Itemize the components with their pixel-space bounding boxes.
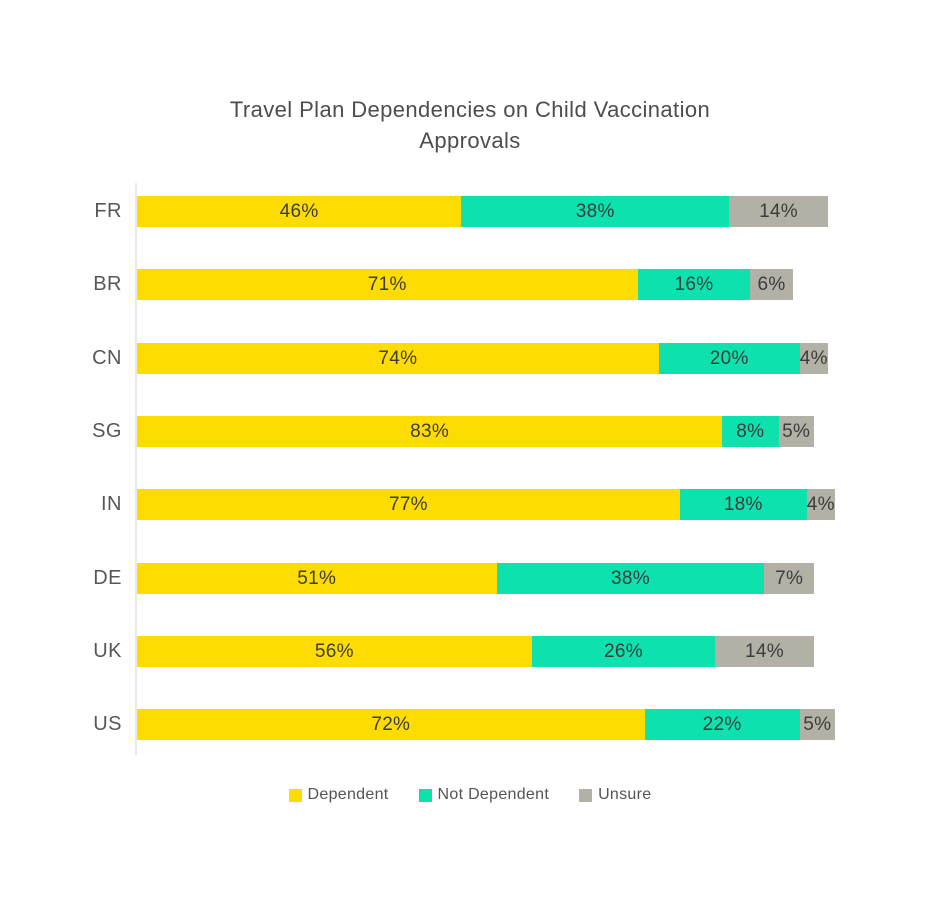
segment-value-label: 38%	[611, 567, 650, 589]
category-label-br: BR	[93, 273, 122, 295]
bar-segment-not-dependent[interactable]: 18%	[679, 489, 807, 520]
segment-value-label: 26%	[603, 640, 643, 662]
category-label-us: US	[93, 713, 122, 735]
legend-item-dependent[interactable]: Dependent	[288, 786, 389, 804]
legend-swatch-icon	[579, 788, 593, 802]
bar-row-us: US 72% 22% 5%	[0, 709, 940, 740]
y-axis-line	[135, 183, 137, 755]
segment-value-label: 77%	[388, 493, 428, 515]
segment-value-label: 16%	[674, 273, 714, 295]
stacked-bar-fr: 46% 38% 14%	[137, 196, 842, 227]
bar-row-uk: UK 56% 26% 14%	[0, 636, 940, 667]
bar-row-fr: FR 46% 38% 14%	[0, 196, 940, 227]
segment-value-label: 71%	[367, 273, 407, 295]
bar-segment-dependent[interactable]: 51%	[137, 563, 497, 594]
chart-title: Travel Plan Dependencies on Child Vaccin…	[229, 97, 711, 153]
segment-value-label: 7%	[775, 567, 804, 589]
bar-segment-dependent[interactable]: 71%	[137, 269, 638, 300]
segment-value-label: 8%	[736, 420, 765, 442]
bar-segment-not-dependent[interactable]: 20%	[658, 343, 800, 374]
bar-segment-not-dependent[interactable]: 8%	[722, 416, 779, 447]
bar-segment-dependent[interactable]: 74%	[137, 343, 659, 374]
bar-row-cn: CN 74% 20% 4%	[0, 343, 940, 374]
bar-segment-unsure[interactable]: 4%	[799, 343, 828, 374]
category-label-uk: UK	[93, 640, 122, 662]
segment-value-label: 22%	[702, 713, 742, 735]
bar-segment-unsure[interactable]: 6%	[750, 269, 793, 300]
category-label-fr: FR	[94, 200, 122, 222]
segment-value-label: 74%	[378, 347, 418, 369]
bar-segment-unsure[interactable]: 4%	[806, 489, 835, 520]
bar-segment-dependent[interactable]: 46%	[137, 196, 462, 227]
bar-segment-unsure[interactable]: 14%	[715, 636, 814, 667]
bar-segment-dependent[interactable]: 72%	[137, 709, 645, 740]
stacked-bar-cn: 74% 20% 4%	[137, 343, 842, 374]
bar-segment-unsure[interactable]: 5%	[778, 416, 814, 447]
bar-row-de: DE 51% 38% 7%	[0, 563, 940, 594]
stacked-bar-uk: 56% 26% 14%	[137, 636, 842, 667]
segment-value-label: 4%	[806, 493, 835, 515]
bar-segment-dependent[interactable]: 56%	[137, 636, 532, 667]
stacked-bar-sg: 83% 8% 5%	[137, 416, 842, 447]
segment-value-label: 14%	[744, 640, 784, 662]
bar-row-br: BR 71% 16% 6%	[0, 269, 940, 300]
category-label-in: IN	[101, 493, 122, 515]
legend-swatch-icon	[288, 788, 302, 802]
legend-item-unsure[interactable]: Unsure	[579, 786, 651, 804]
segment-value-label: 14%	[759, 200, 798, 222]
bar-segment-not-dependent[interactable]: 38%	[496, 563, 765, 594]
bar-segment-dependent[interactable]: 77%	[137, 489, 680, 520]
segment-value-label: 83%	[410, 420, 450, 442]
bar-row-sg: SG 83% 8% 5%	[0, 416, 940, 447]
segment-value-label: 56%	[314, 640, 354, 662]
stacked-bar-de: 51% 38% 7%	[137, 563, 842, 594]
legend: Dependent Not Dependent Unsure	[0, 786, 940, 804]
segment-value-label: 4%	[799, 347, 828, 369]
bar-segment-not-dependent[interactable]: 38%	[461, 196, 730, 227]
category-label-sg: SG	[92, 420, 122, 442]
legend-item-not-dependent[interactable]: Not Dependent	[418, 786, 550, 804]
bar-segment-dependent[interactable]: 83%	[137, 416, 723, 447]
segment-value-label: 51%	[297, 567, 337, 589]
segment-value-label: 20%	[709, 347, 749, 369]
stacked-bar-us: 72% 22% 5%	[137, 709, 842, 740]
legend-label: Unsure	[598, 786, 652, 803]
category-label-cn: CN	[92, 347, 122, 369]
bar-segment-not-dependent[interactable]: 26%	[531, 636, 716, 667]
category-label-de: DE	[93, 567, 122, 589]
stacked-bar-br: 71% 16% 6%	[137, 269, 842, 300]
segment-value-label: 72%	[371, 713, 411, 735]
segment-value-label: 38%	[575, 200, 615, 222]
bar-segment-unsure[interactable]: 5%	[799, 709, 835, 740]
segment-value-label: 46%	[279, 200, 319, 222]
bar-segment-not-dependent[interactable]: 22%	[644, 709, 800, 740]
segment-value-label: 6%	[757, 273, 786, 295]
bar-segment-unsure[interactable]: 14%	[729, 196, 828, 227]
bar-segment-unsure[interactable]: 7%	[764, 563, 814, 594]
bar-segment-not-dependent[interactable]: 16%	[637, 269, 751, 300]
segment-value-label: 5%	[782, 420, 811, 442]
legend-swatch-icon	[418, 788, 432, 802]
legend-label: Dependent	[307, 786, 389, 803]
bar-row-in: IN 77% 18% 4%	[0, 489, 940, 520]
segment-value-label: 18%	[723, 493, 763, 515]
stacked-bar-in: 77% 18% 4%	[137, 489, 842, 520]
segment-value-label: 5%	[803, 713, 832, 735]
legend-label: Not Dependent	[437, 786, 550, 803]
